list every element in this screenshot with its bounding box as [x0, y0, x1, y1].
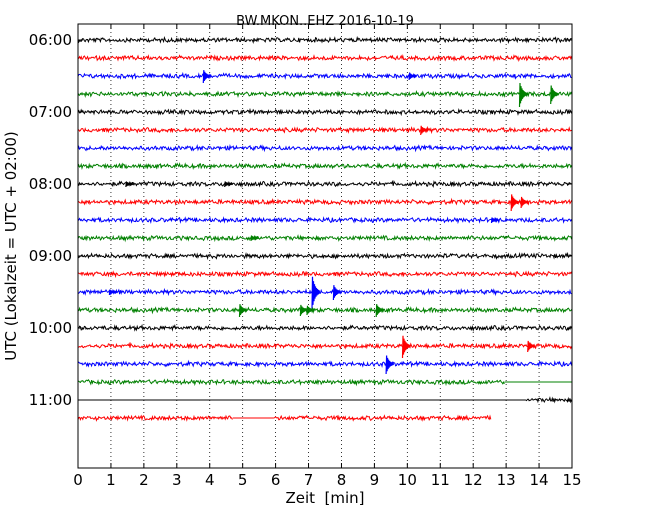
x-tick-label: 7	[304, 471, 314, 489]
y-tick-label: 08:00	[29, 175, 72, 193]
x-tick-label: 6	[271, 471, 281, 489]
seismic-event	[385, 355, 395, 375]
x-tick-label: 15	[562, 471, 581, 489]
trace	[77, 234, 573, 243]
traces	[77, 35, 573, 422]
trace-signal	[77, 378, 505, 387]
trace-signal	[77, 341, 573, 350]
trace	[77, 378, 572, 387]
trace-signal	[273, 414, 492, 422]
trace-signal	[78, 125, 572, 135]
trace	[77, 355, 573, 375]
seismic-event	[125, 180, 134, 188]
trace-signal	[77, 270, 573, 279]
seismic-event	[224, 180, 233, 188]
y-tick-label: 10:00	[29, 319, 72, 337]
x-tick-label: 0	[73, 471, 83, 489]
seismic-event	[299, 304, 309, 317]
trace-signal	[77, 216, 573, 225]
trace	[77, 35, 572, 45]
trace	[77, 53, 573, 62]
trace-signal	[77, 359, 573, 368]
trace-signal	[77, 35, 572, 45]
y-tick-label: 11:00	[29, 391, 72, 409]
trace-signal	[77, 89, 573, 99]
trace-signal	[77, 234, 573, 243]
y-tick-label: 06:00	[29, 31, 72, 49]
trace	[77, 107, 573, 117]
x-tick-label: 14	[530, 471, 549, 489]
y-axis-label: UTC (Lokalzeit = UTC + 02:00)	[2, 131, 20, 361]
x-tick-label: 12	[464, 471, 483, 489]
trace	[77, 143, 573, 153]
seismic-event	[490, 216, 500, 224]
seismic-event	[518, 82, 528, 108]
x-tick-label: 9	[370, 471, 380, 489]
trace	[77, 82, 573, 108]
trace-signal	[77, 71, 572, 80]
trace	[77, 194, 573, 212]
trace	[77, 179, 572, 188]
x-tick-label: 8	[337, 471, 347, 489]
seismic-event	[332, 285, 342, 301]
seismic-event	[108, 288, 118, 296]
x-tick-label: 11	[431, 471, 450, 489]
plot-frame	[77, 23, 573, 469]
x-axis: 0 1 2 3 4 5 6 7 8 9 10 11 12 13 14 15	[73, 24, 582, 489]
seismic-event	[420, 125, 429, 136]
trace	[77, 216, 573, 225]
seismic-event	[202, 70, 212, 84]
x-axis-label: Zeit [min]	[285, 489, 364, 507]
y-tick-label: 07:00	[29, 103, 72, 121]
seismic-event	[550, 85, 559, 105]
y-axis: 06:00 07:00 08:00 09:00 10:00 11:00	[29, 31, 572, 409]
x-tick-label: 3	[172, 471, 182, 489]
trace-signal	[77, 161, 573, 170]
trace	[77, 161, 573, 170]
x-tick-label: 4	[205, 471, 215, 489]
x-tick-label: 2	[139, 471, 149, 489]
trace-signal	[77, 107, 573, 117]
seismic-event	[250, 234, 259, 242]
x-tick-label: 13	[497, 471, 516, 489]
trace-signal	[77, 251, 572, 261]
seismic-event	[527, 340, 536, 353]
trace	[77, 335, 573, 359]
x-tick-label: 5	[238, 471, 248, 489]
x-tick-label: 10	[398, 471, 417, 489]
seismic-event	[510, 194, 520, 212]
seismic-event	[520, 196, 530, 209]
trace-signal	[77, 53, 573, 62]
trace	[77, 70, 572, 84]
seismic-event	[238, 304, 248, 318]
trace-signal	[525, 396, 572, 404]
x-grid	[110, 24, 540, 468]
trace-signal	[77, 197, 573, 206]
trace-signal	[77, 323, 572, 332]
trace	[77, 323, 572, 332]
trace	[77, 414, 492, 422]
x-tick-label: 1	[106, 471, 116, 489]
trace	[77, 270, 573, 279]
seismic-event	[401, 335, 411, 359]
trace-signal	[77, 143, 573, 153]
trace	[77, 276, 572, 311]
trace-signal	[77, 287, 572, 297]
trace-signal	[77, 306, 573, 315]
seismic-event	[311, 276, 321, 311]
seismic-event	[306, 305, 316, 316]
seismic-event	[408, 72, 418, 81]
trace-signal	[77, 179, 572, 188]
chart-title: BW.MKON..EHZ 2016-10-19	[236, 14, 414, 29]
trace	[78, 396, 572, 404]
trace	[77, 251, 572, 261]
trace	[78, 125, 572, 136]
y-tick-label: 09:00	[29, 247, 72, 265]
seismic-event	[375, 304, 385, 318]
trace	[77, 304, 573, 318]
trace-signal	[77, 414, 233, 422]
